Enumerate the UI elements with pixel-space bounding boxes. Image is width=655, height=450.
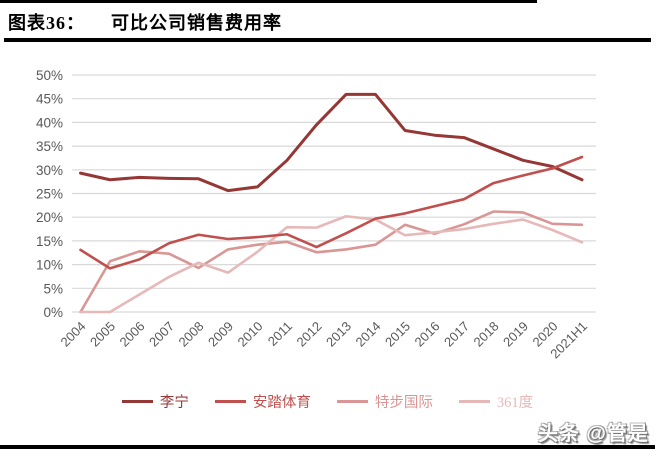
series-line-李宁 — [79, 92, 584, 193]
chart-legend: 李宁 安踏体育 特步国际 361度 — [0, 391, 655, 412]
figure-number: 图表36： — [8, 13, 85, 33]
x-tick-label-2012: 2012 — [294, 319, 325, 350]
figure-title: 可比公司销售费用率 — [111, 13, 282, 33]
line-chart: 0%5%10%15%20%25%30%35%40%45%50%200420052… — [36, 68, 596, 361]
x-tick-label-2019: 2019 — [500, 319, 531, 350]
y-tick-label-30%: 30% — [36, 163, 63, 178]
legend-label-安踏体育: 安踏体育 — [252, 395, 311, 411]
y-tick-label-40%: 40% — [36, 115, 63, 130]
y-tick-label-5%: 5% — [43, 281, 63, 296]
x-tick-label-2015: 2015 — [382, 319, 413, 350]
legend-swatch-安踏体育 — [214, 400, 246, 403]
series-line-安踏体育 — [79, 155, 584, 270]
legend-swatch-李宁 — [121, 400, 153, 403]
x-tick-label-2016: 2016 — [412, 319, 443, 350]
y-tick-label-20%: 20% — [36, 210, 63, 225]
x-tick-label-2014: 2014 — [353, 319, 384, 350]
legend-swatch-特步国际 — [336, 400, 368, 403]
watermark-text: 头条 @管是 — [537, 423, 649, 445]
top-divider — [0, 0, 537, 3]
legend-item-361度: 361度 — [458, 391, 534, 412]
legend-item-特步国际: 特步国际 — [336, 391, 433, 412]
legend-label-特步国际: 特步国际 — [374, 395, 433, 411]
x-tick-label-2004: 2004 — [58, 319, 89, 350]
legend-label-李宁: 李宁 — [159, 395, 189, 411]
y-tick-label-10%: 10% — [36, 258, 63, 273]
legend-swatch-361度 — [458, 400, 490, 403]
bottom-divider — [0, 445, 655, 449]
figure-header: 图表36： 可比公司销售费用率 — [8, 9, 282, 35]
series-line-361度 — [79, 214, 584, 314]
y-tick-label-50%: 50% — [36, 68, 63, 83]
x-tick-label-2011: 2011 — [265, 319, 295, 349]
legend-item-安踏体育: 安踏体育 — [214, 391, 311, 412]
y-tick-label-25%: 25% — [36, 187, 63, 202]
x-tick-label-2006: 2006 — [117, 319, 148, 350]
x-tick-label-2009: 2009 — [205, 319, 236, 350]
series-line-特步国际 — [79, 210, 584, 314]
x-tick-label-2013: 2013 — [323, 319, 354, 350]
legend-label-361度: 361度 — [496, 395, 534, 411]
legend-item-李宁: 李宁 — [121, 391, 189, 412]
y-tick-label-0%: 0% — [43, 305, 63, 320]
y-tick-label-45%: 45% — [36, 92, 63, 107]
x-tick-label-2005: 2005 — [87, 319, 118, 350]
x-tick-label-2010: 2010 — [235, 319, 266, 350]
x-tick-label-2018: 2018 — [471, 319, 502, 350]
y-tick-label-15%: 15% — [36, 234, 63, 249]
x-tick-label-2008: 2008 — [176, 319, 207, 350]
x-tick-label-2017: 2017 — [441, 319, 472, 350]
title-underline — [4, 38, 651, 42]
x-tick-label-2007: 2007 — [146, 319, 177, 350]
y-tick-label-35%: 35% — [36, 139, 63, 154]
